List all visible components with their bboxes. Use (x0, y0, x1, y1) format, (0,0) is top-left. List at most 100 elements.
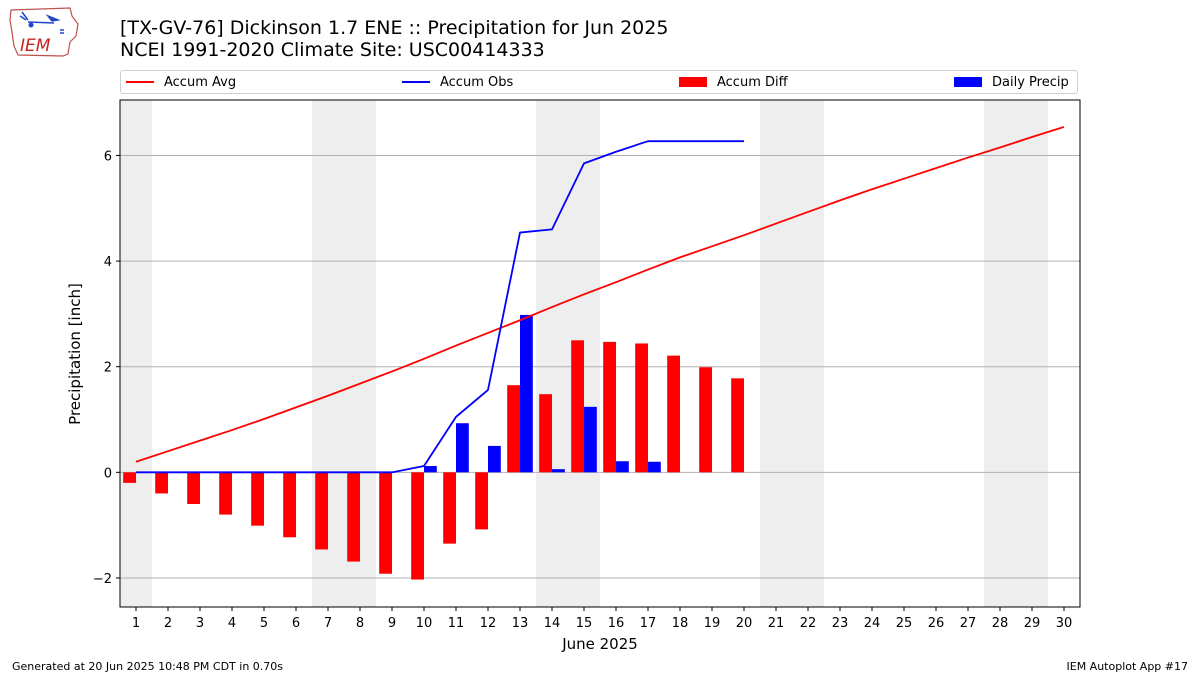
x-tick-label: 26 (928, 616, 945, 631)
x-axis: 1 2 3 4 5 6 7 8 9 10 11 12 13 14 15 16 17 18 19 20 21 22 23 24 2… (132, 607, 1072, 631)
x-tick-label: 19 (704, 616, 721, 631)
weekend-shading (120, 100, 1048, 607)
bar-accum-diff (219, 472, 232, 515)
bar-accum-diff (315, 472, 328, 550)
y-axis: −2 0 2 4 6 (93, 149, 120, 587)
x-tick-label: 30 (1056, 616, 1073, 631)
weather-icons (19, 11, 64, 34)
bar-accum-diff (251, 472, 264, 526)
x-tick-label: 13 (512, 616, 529, 631)
x-tick-label: 17 (640, 616, 657, 631)
legend-swatch-accum-diff (679, 77, 707, 87)
chart-subtitle: NCEI 1991-2020 Climate Site: USC00414333 (120, 39, 545, 61)
bar-daily-precip (520, 314, 533, 473)
x-tick-label: 10 (416, 616, 433, 631)
x-tick-label: 25 (896, 616, 913, 631)
bar-daily-precip (648, 461, 661, 473)
weekend-shade (120, 100, 152, 607)
bar-accum-diff (635, 343, 648, 473)
x-tick-label: 6 (292, 616, 300, 631)
x-tick-label: 18 (672, 616, 689, 631)
y-tick-label: 2 (104, 361, 112, 376)
legend-swatch-accum-obs (402, 81, 430, 83)
line-accum-obs (136, 140, 744, 474)
bars (123, 314, 744, 580)
x-tick-label: 5 (260, 616, 268, 631)
weather-dot (28, 22, 34, 28)
legend-swatch-accum-avg (126, 81, 154, 83)
footer-app: IEM Autoplot App #17 (1066, 660, 1189, 673)
legend-item-accum-avg: Accum Avg (126, 71, 236, 93)
bar-accum-diff (667, 355, 680, 473)
legend-label-accum-obs: Accum Obs (440, 74, 514, 90)
x-tick-label: 28 (992, 616, 1009, 631)
legend-label-accum-diff: Accum Diff (717, 74, 788, 90)
iem-logo: IEM (9, 7, 79, 57)
bar-accum-diff (475, 472, 488, 530)
x-tick-label: 15 (576, 616, 593, 631)
x-tick-label: 3 (196, 616, 204, 631)
x-tick-label: 24 (864, 616, 881, 631)
chart-title: [TX-GV-76] Dickinson 1.7 ENE :: Precipit… (120, 17, 669, 39)
lines (135, 126, 1065, 474)
x-tick-label: 21 (768, 616, 785, 631)
bar-accum-diff (443, 472, 456, 544)
x-tick-label: 2 (164, 616, 172, 631)
x-tick-label: 1 (132, 616, 140, 631)
bar-daily-precip (552, 469, 565, 473)
legend-item-accum-obs: Accum Obs (402, 71, 513, 93)
bar-daily-precip (616, 461, 629, 473)
bar-accum-diff (347, 472, 360, 562)
bar-accum-diff (379, 472, 392, 574)
x-tick-label: 7 (324, 616, 332, 631)
legend-item-daily-precip: Daily Precip (954, 71, 1069, 93)
x-tick-label: 22 (800, 616, 817, 631)
plot-frame (119, 99, 1081, 608)
bar-accum-diff (603, 341, 616, 473)
bar-accum-diff (123, 472, 136, 483)
bar-accum-diff (507, 385, 520, 473)
bar-accum-diff (699, 367, 712, 473)
footer-generated: Generated at 20 Jun 2025 10:48 PM CDT in… (12, 660, 284, 673)
bar-daily-precip (424, 465, 437, 473)
weekend-shade (536, 100, 600, 607)
line-accum-avg (135, 126, 1065, 463)
bar-daily-precip (488, 445, 501, 473)
x-tick-label: 4 (228, 616, 236, 631)
x-axis-label: June 2025 (561, 635, 638, 653)
bar-daily-precip (584, 406, 597, 473)
x-tick-label: 16 (608, 616, 625, 631)
x-tick-label: 29 (1024, 616, 1041, 631)
y-tick-label: 6 (104, 149, 112, 164)
x-tick-label: 23 (832, 616, 849, 631)
x-tick-label: 20 (736, 616, 753, 631)
bar-accum-diff (283, 472, 296, 538)
legend: Accum Avg Accum Obs Accum Diff Daily Pre… (120, 70, 1078, 94)
y-tick-label: 4 (104, 255, 112, 270)
x-tick-label: 9 (388, 616, 396, 631)
legend-item-accum-diff: Accum Diff (679, 71, 788, 93)
bar-accum-diff (571, 340, 584, 473)
bar-daily-precip (456, 423, 469, 473)
gridlines (120, 154, 1080, 579)
x-tick-label: 14 (544, 616, 561, 631)
bar-accum-diff (411, 472, 424, 580)
legend-label-daily-precip: Daily Precip (992, 74, 1069, 90)
iowa-outline (9, 7, 79, 57)
x-tick-label: 12 (480, 616, 497, 631)
x-tick-label: 11 (448, 616, 465, 631)
y-axis-label: Precipitation [inch] (66, 283, 84, 425)
bar-accum-diff (539, 394, 552, 473)
y-tick-label: 0 (104, 466, 112, 481)
x-tick-label: 8 (356, 616, 364, 631)
logo-text: IEM (20, 36, 51, 56)
weekend-shade (760, 100, 824, 607)
bar-accum-diff (731, 378, 744, 473)
y-tick-label: −2 (93, 572, 112, 587)
x-tick-label: 27 (960, 616, 977, 631)
legend-label-accum-avg: Accum Avg (164, 74, 237, 90)
weekend-shade (984, 100, 1048, 607)
bar-accum-diff (155, 472, 168, 494)
bar-accum-diff (187, 472, 200, 505)
